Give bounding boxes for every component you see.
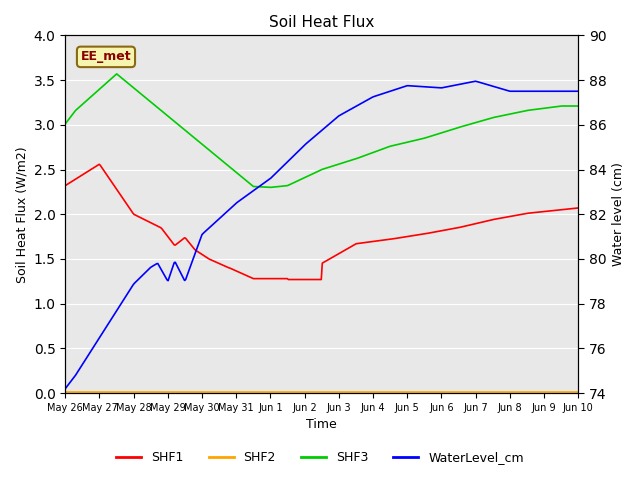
Title: Soil Heat Flux: Soil Heat Flux — [269, 15, 374, 30]
Y-axis label: Soil Heat Flux (W/m2): Soil Heat Flux (W/m2) — [15, 146, 28, 283]
X-axis label: Time: Time — [307, 419, 337, 432]
Text: EE_met: EE_met — [81, 50, 131, 63]
Y-axis label: Water level (cm): Water level (cm) — [612, 162, 625, 266]
Legend: SHF1, SHF2, SHF3, WaterLevel_cm: SHF1, SHF2, SHF3, WaterLevel_cm — [111, 446, 529, 469]
